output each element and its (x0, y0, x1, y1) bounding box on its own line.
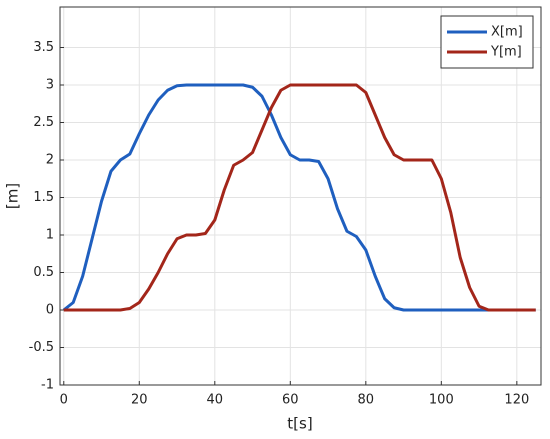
legend: X[m] Y[m] (440, 15, 534, 69)
x-tick-label: 80 (358, 393, 375, 408)
legend-label: Y[m] (490, 45, 522, 60)
x-tick-label: 0 (60, 393, 68, 408)
legend-box (440, 15, 534, 69)
y-tick-label: 0.5 (33, 265, 54, 280)
data-line (62, 83, 536, 312)
y-tick-label: 2.5 (33, 115, 54, 130)
y-tick-label: -1 (41, 378, 54, 393)
x-axis-label: t[s] (287, 415, 312, 433)
y-tick-label: 2 (46, 153, 54, 168)
x-tick-label: 60 (282, 393, 299, 408)
y-tick-label: 1 (46, 228, 54, 243)
axis-box (59, 6, 542, 386)
y-tick-label: 3 (46, 78, 54, 93)
x-tick-label: 40 (207, 393, 224, 408)
y-tick-label: 3.5 (33, 40, 54, 55)
legend-label: X[m] (491, 25, 523, 40)
x-tick-label: 120 (504, 393, 529, 408)
x-tick-label: 20 (131, 393, 148, 408)
x-tick-label: 100 (429, 393, 454, 408)
y-axis-label: [m] (4, 183, 22, 209)
y-tick-label: -0.5 (29, 340, 54, 355)
y-tick-label: 0 (46, 303, 54, 318)
y-tick-label: 1.5 (33, 190, 54, 205)
data-line (63, 83, 536, 312)
